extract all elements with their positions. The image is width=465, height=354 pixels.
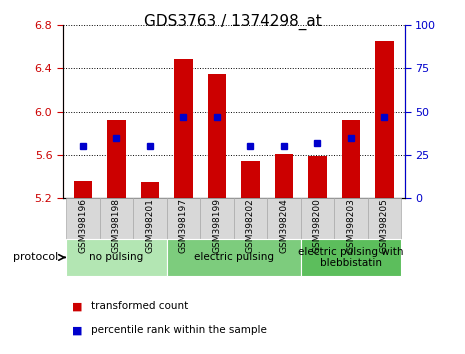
Bar [275,154,293,198]
Text: GSM398202: GSM398202 [246,198,255,253]
Bar [141,182,159,198]
Bar [133,198,166,239]
Bar [200,198,234,239]
Text: GSM398203: GSM398203 [346,198,355,253]
Bar [166,198,200,239]
Bar [301,198,334,239]
Bar [174,59,193,198]
Bar [73,181,92,198]
Text: electric pulsing: electric pulsing [193,252,274,262]
Bar [267,198,301,239]
Text: electric pulsing with
blebbistatin: electric pulsing with blebbistatin [298,247,404,268]
Text: GSM398201: GSM398201 [146,198,154,253]
Text: GSM398196: GSM398196 [79,198,87,253]
Bar [66,198,100,239]
Text: GSM398197: GSM398197 [179,198,188,253]
Bar [107,120,126,198]
Text: ■: ■ [72,325,83,335]
Bar [368,198,401,239]
Bar [241,161,259,198]
Bar [166,239,301,276]
Bar [375,41,394,198]
Bar [234,198,267,239]
Bar [208,74,226,198]
Text: GSM398204: GSM398204 [279,198,288,253]
Text: percentile rank within the sample: percentile rank within the sample [91,325,266,335]
Bar [342,120,360,198]
Text: GSM398205: GSM398205 [380,198,389,253]
Bar [308,156,326,198]
Text: protocol: protocol [13,252,58,262]
Bar [66,239,166,276]
Bar [334,198,368,239]
Text: GSM398198: GSM398198 [112,198,121,253]
Bar [301,239,401,276]
Text: GSM398199: GSM398199 [213,198,221,253]
Text: no pulsing: no pulsing [89,252,144,262]
Text: transformed count: transformed count [91,301,188,311]
Text: GDS3763 / 1374298_at: GDS3763 / 1374298_at [144,14,321,30]
Text: ■: ■ [72,301,83,311]
Text: GSM398200: GSM398200 [313,198,322,253]
Bar [100,198,133,239]
